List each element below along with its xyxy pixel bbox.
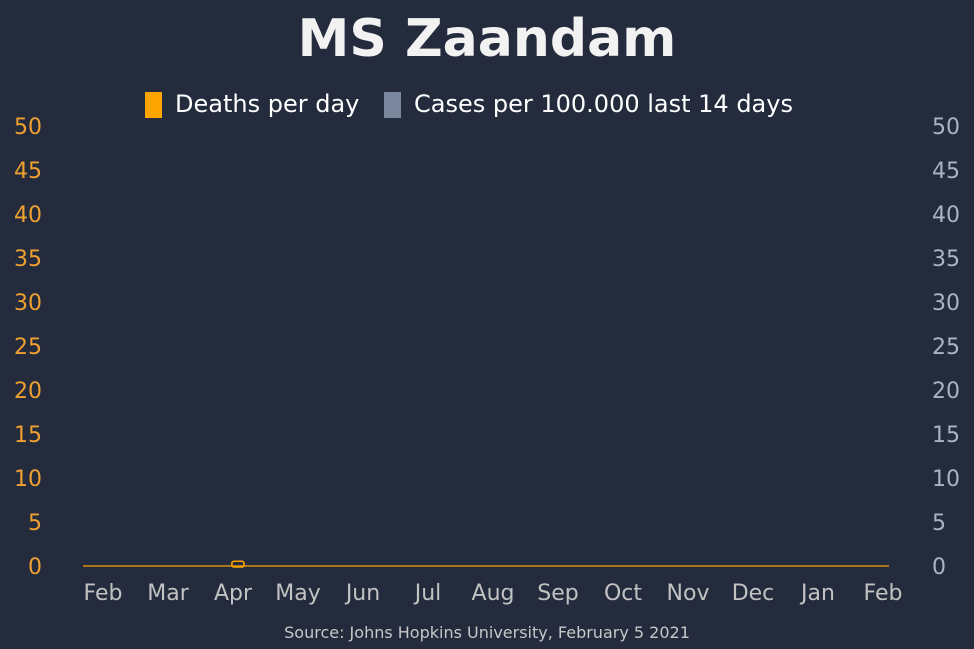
legend-label-cases: Cases per 100.000 last 14 days	[414, 90, 793, 118]
y-right-tick-label: 35	[932, 247, 960, 272]
chart-title: MS Zaandam	[298, 9, 677, 69]
y-right-tick-label: 20	[932, 379, 960, 404]
source-note: Source: Johns Hopkins University, Februa…	[284, 623, 690, 642]
y-left-tick-label: 50	[14, 115, 42, 140]
x-axis: Feb Mar Apr May Jun Jul Aug Sep Oct Nov Dec Jan Feb	[84, 581, 903, 606]
y-axis-left: 0 5 10 15 20 25 30 35 40 45 50	[14, 115, 42, 580]
x-tick-label: Nov	[667, 581, 710, 606]
x-tick-label: Mar	[147, 581, 189, 606]
y-right-tick-label: 30	[932, 291, 960, 316]
y-left-tick-label: 45	[14, 159, 42, 184]
legend: Deaths per day Cases per 100.000 last 14…	[145, 90, 793, 118]
x-tick-label: Apr	[214, 581, 253, 606]
x-tick-label: Feb	[864, 581, 903, 606]
y-left-tick-label: 10	[14, 467, 42, 492]
x-tick-label: Dec	[732, 581, 775, 606]
y-right-tick-label: 0	[932, 555, 946, 580]
y-left-tick-label: 0	[28, 555, 42, 580]
y-left-tick-label: 15	[14, 423, 42, 448]
x-tick-label: Aug	[472, 581, 515, 606]
y-right-tick-label: 25	[932, 335, 960, 360]
x-tick-label: Oct	[604, 581, 642, 606]
y-left-tick-label: 20	[14, 379, 42, 404]
y-left-tick-label: 35	[14, 247, 42, 272]
y-axis-right: 0 5 10 15 20 25 30 35 40 45 50	[932, 115, 960, 580]
y-left-tick-label: 30	[14, 291, 42, 316]
legend-swatch-cases	[384, 92, 401, 118]
legend-swatch-deaths	[145, 92, 162, 118]
y-left-tick-label: 25	[14, 335, 42, 360]
y-right-tick-label: 15	[932, 423, 960, 448]
x-tick-label: Sep	[537, 581, 578, 606]
x-tick-label: May	[275, 581, 320, 606]
y-right-tick-label: 50	[932, 115, 960, 140]
legend-label-deaths: Deaths per day	[175, 90, 359, 118]
y-right-tick-label: 10	[932, 467, 960, 492]
x-tick-label: Feb	[84, 581, 123, 606]
y-right-tick-label: 40	[932, 203, 960, 228]
x-tick-label: Jan	[799, 581, 835, 606]
y-left-tick-label: 40	[14, 203, 42, 228]
x-tick-label: Jun	[344, 581, 380, 606]
x-tick-label: Jul	[413, 581, 442, 606]
deaths-bar	[231, 560, 245, 568]
y-right-tick-label: 5	[932, 511, 946, 536]
plot-marks	[83, 560, 889, 568]
y-right-tick-label: 45	[932, 159, 960, 184]
y-left-tick-label: 5	[28, 511, 42, 536]
